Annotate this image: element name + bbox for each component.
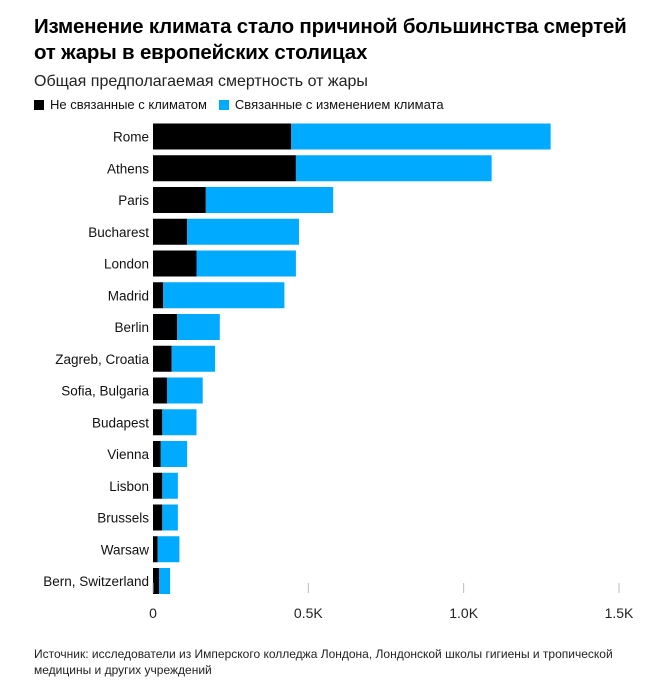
legend-label-climate: Связанные с изменением климата [234,97,444,112]
source-footnote: Источник: исследователи из Имперского ко… [34,647,613,677]
bar-non-climate-bern-switzerland [153,568,160,594]
bar-non-climate-vienna [153,441,161,467]
category-label-zagreb-croatia: Zagreb, Croatia [55,352,149,367]
x-tick-label: 0 [149,605,157,621]
bar-climate-madrid [163,282,285,309]
bar-non-climate-warsaw [153,536,158,563]
bar-non-climate-budapest [153,409,163,436]
bar-climate-vienna [160,441,188,467]
category-label-lisbon: Lisbon [109,479,149,494]
bar-non-climate-bucharest [153,218,188,245]
legend: Не связанные с климатом Связанные с изме… [34,97,456,113]
category-label-athens: Athens [107,161,149,176]
bar-non-climate-london [153,250,197,277]
category-label-brussels: Brussels [97,511,149,526]
bar-non-climate-sofia-bulgaria [153,377,167,404]
bar-climate-warsaw [157,536,180,563]
category-label-sofia-bulgaria: Sofia, Bulgaria [61,384,149,399]
bar-climate-budapest [162,409,197,436]
legend-label-non-climate: Не связанные с климатом [50,97,207,112]
x-tick-label: 1.5K [605,605,634,621]
x-tick-label: 1.0K [449,605,478,621]
bar-non-climate-madrid [153,282,164,309]
bar-non-climate-paris [153,187,206,213]
x-tick-label: 0.5K [294,605,323,621]
bar-climate-paris [205,187,334,213]
bar-climate-bucharest [187,218,300,245]
bar-non-climate-lisbon [153,472,163,499]
category-label-rome: Rome [113,130,149,145]
bar-climate-london [196,250,296,277]
bar-climate-rome [291,123,551,150]
category-label-madrid: Madrid [108,288,149,303]
bar-climate-sofia-bulgaria [166,377,203,404]
bar-non-climate-berlin [153,314,178,340]
legend-item-non-climate: Не связанные с климатом [34,97,207,113]
bar-climate-brussels [162,504,178,531]
category-label-warsaw: Warsaw [101,542,150,557]
bar-non-climate-brussels [153,504,163,531]
bar-climate-zagreb-croatia [171,345,216,372]
bar-non-climate-athens [153,155,296,182]
bar-climate-berlin [177,314,220,340]
category-label-vienna: Vienna [107,447,149,462]
category-label-berlin: Berlin [114,320,149,335]
category-label-bucharest: Bucharest [88,225,149,240]
bar-climate-athens [295,155,492,182]
category-label-bern-switzerland: Bern, Switzerland [43,574,149,589]
legend-item-climate: Связанные с изменением климата [218,97,444,113]
chart-title: Изменение климата стало причиной большин… [34,15,627,64]
category-label-london: London [104,257,149,272]
bar-climate-lisbon [162,472,178,499]
category-label-budapest: Budapest [92,415,149,430]
bar-non-climate-rome [153,123,292,150]
bar-climate-bern-switzerland [159,568,171,594]
category-label-paris: Paris [118,193,149,208]
legend-swatch-non-climate [34,100,44,110]
chart-subtitle: Общая предполагаемая смертность от жары [34,73,368,90]
bar-non-climate-zagreb-croatia [153,345,172,372]
legend-swatch-climate [218,100,229,110]
